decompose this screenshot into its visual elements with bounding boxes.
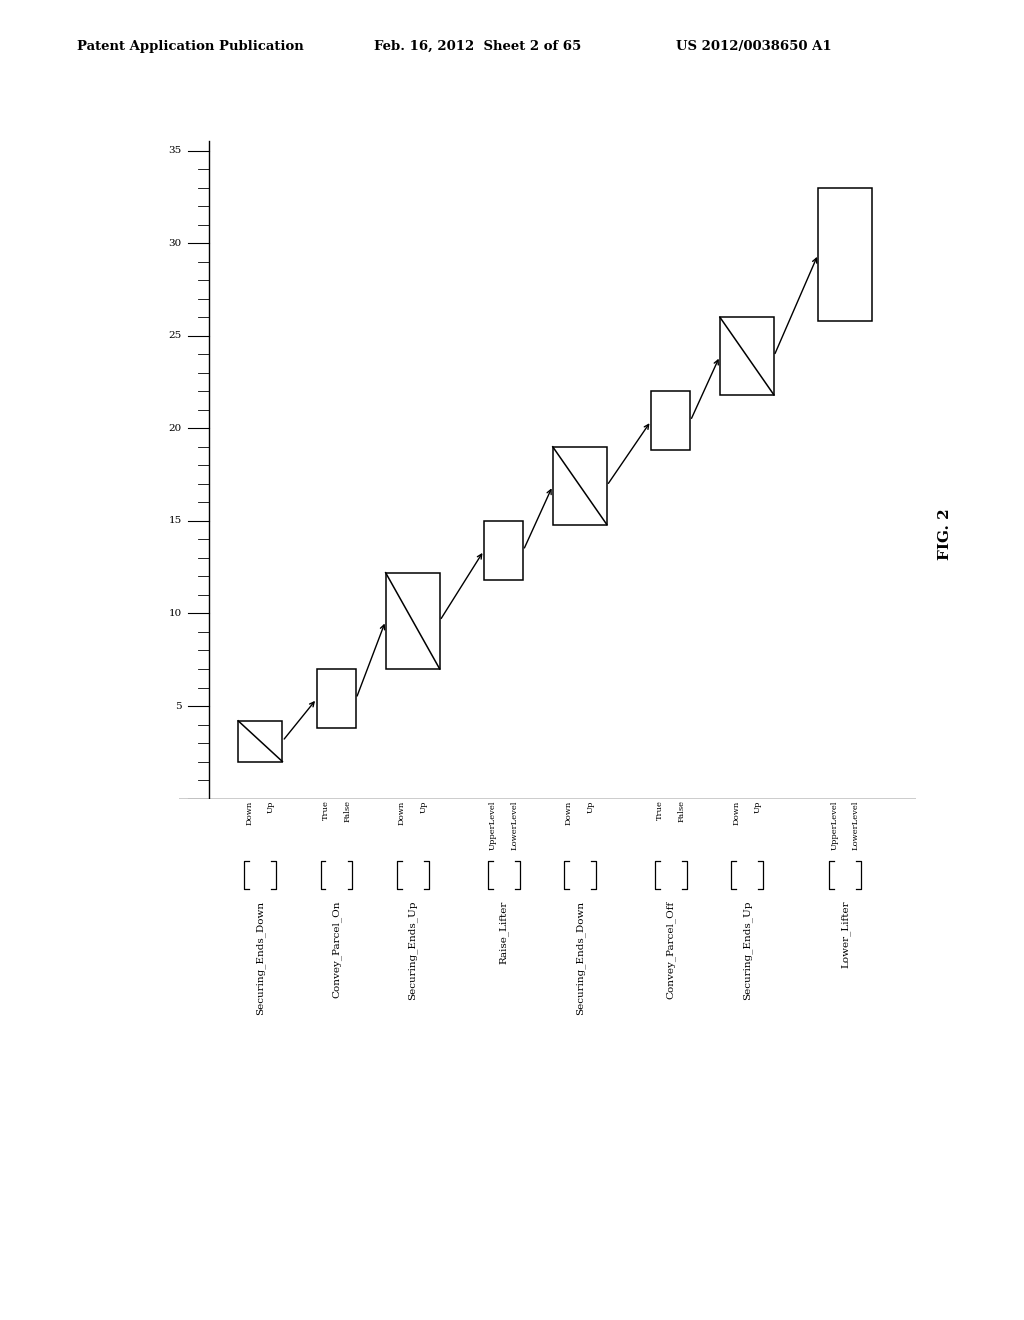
Text: UpperLevel: UpperLevel — [830, 800, 839, 850]
Text: 10: 10 — [168, 609, 181, 618]
Text: True: True — [322, 800, 330, 820]
Bar — [386, 573, 439, 669]
Text: Down: Down — [732, 800, 740, 825]
Text: 25: 25 — [168, 331, 181, 341]
Text: 20: 20 — [168, 424, 181, 433]
Bar — [316, 669, 356, 729]
Text: Securing_Ends_Down: Securing_Ends_Down — [255, 900, 265, 1015]
Text: Patent Application Publication: Patent Application Publication — [77, 40, 303, 53]
Text: Lower_Lifter: Lower_Lifter — [841, 900, 850, 968]
Text: Convey_Parcel_On: Convey_Parcel_On — [332, 900, 341, 998]
Text: Securing_Ends_Up: Securing_Ends_Up — [408, 900, 418, 1001]
Text: False: False — [343, 800, 351, 822]
Text: 35: 35 — [168, 147, 181, 154]
Text: Up: Up — [267, 800, 275, 813]
Bar — [484, 521, 523, 579]
Text: FIG. 2: FIG. 2 — [938, 508, 952, 561]
Bar — [651, 391, 690, 450]
Bar — [818, 187, 872, 321]
Text: 15: 15 — [168, 516, 181, 525]
Text: Raise_Lifter: Raise_Lifter — [499, 900, 509, 964]
Text: True: True — [656, 800, 664, 820]
Text: False: False — [678, 800, 685, 822]
Bar — [720, 317, 774, 395]
Text: Convey_Parcel_Off: Convey_Parcel_Off — [666, 900, 676, 999]
Bar — [239, 721, 283, 762]
Text: Securing_Ends_Up: Securing_Ends_Up — [742, 900, 752, 1001]
Text: Down: Down — [565, 800, 573, 825]
Text: Feb. 16, 2012  Sheet 2 of 65: Feb. 16, 2012 Sheet 2 of 65 — [374, 40, 581, 53]
Text: 5: 5 — [175, 701, 181, 710]
Text: UpperLevel: UpperLevel — [488, 800, 497, 850]
Text: Up: Up — [587, 800, 595, 813]
Text: US 2012/0038650 A1: US 2012/0038650 A1 — [676, 40, 831, 53]
Text: Down: Down — [246, 800, 254, 825]
Text: LowerLevel: LowerLevel — [852, 800, 860, 850]
Text: Up: Up — [420, 800, 427, 813]
Text: Down: Down — [398, 800, 406, 825]
Text: Up: Up — [754, 800, 762, 813]
Text: Securing_Ends_Down: Securing_Ends_Down — [574, 900, 585, 1015]
Bar — [553, 446, 607, 524]
Text: LowerLevel: LowerLevel — [510, 800, 518, 850]
Text: 30: 30 — [168, 239, 181, 248]
